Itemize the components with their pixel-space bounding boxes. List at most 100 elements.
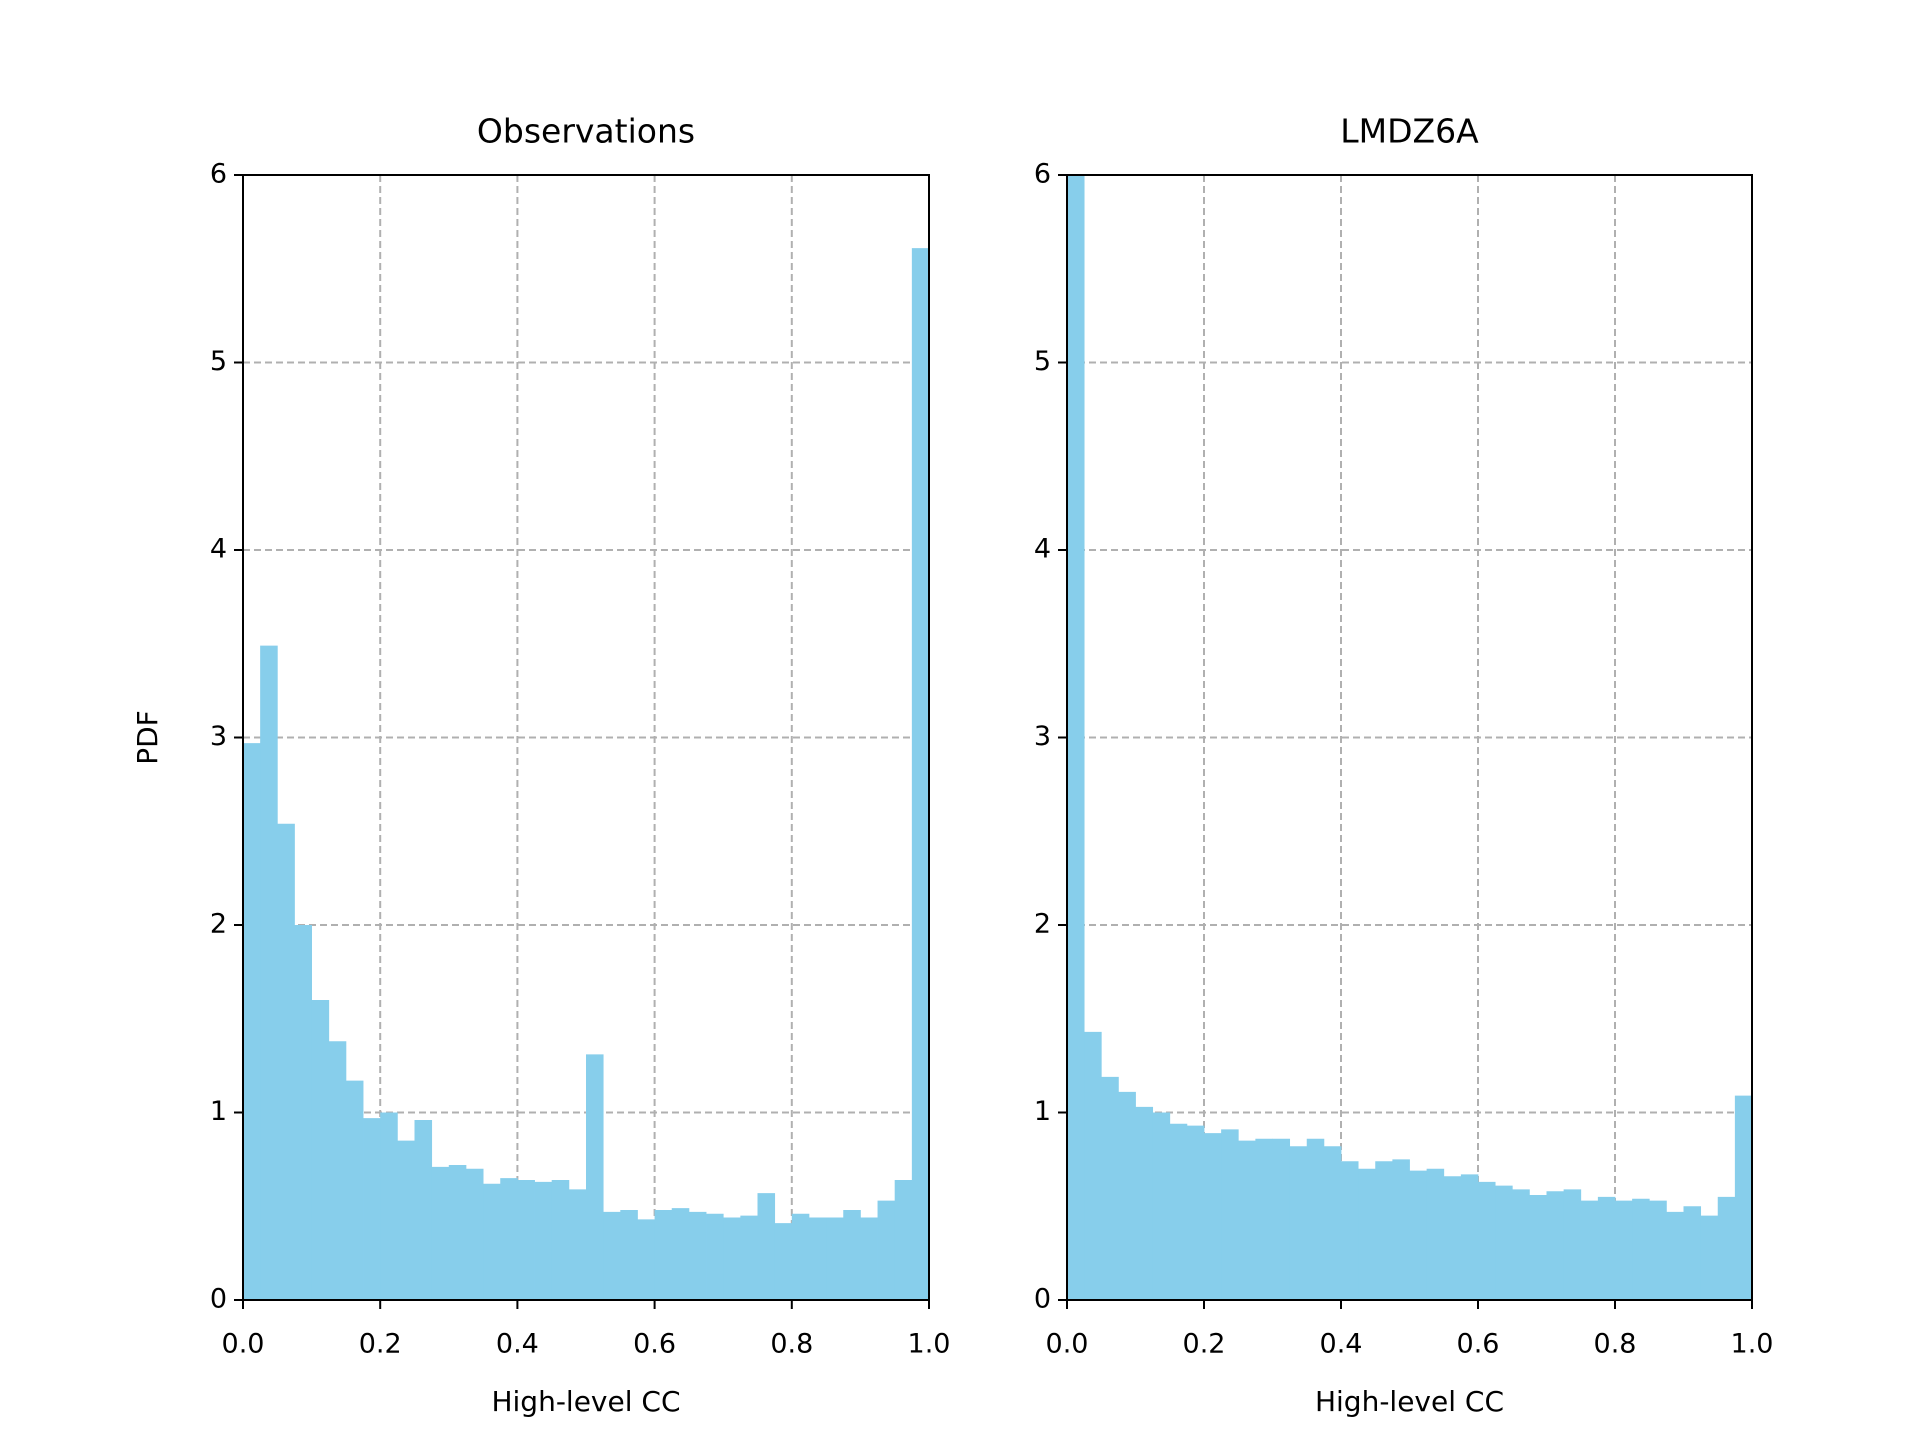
bar xyxy=(706,1213,724,1300)
bar xyxy=(1101,1076,1119,1300)
bar xyxy=(586,1054,604,1300)
bar xyxy=(294,925,312,1300)
bar xyxy=(363,1118,381,1300)
bar xyxy=(1118,1091,1136,1300)
bar xyxy=(1186,1125,1205,1300)
bar xyxy=(843,1210,861,1300)
panel: 0.0 0.2 0.4 0.6 0.8 1.0 0 1 2 3 4 5 6 LMDZ6A High-leve… xyxy=(1034,112,1774,1419)
bar xyxy=(1563,1189,1582,1300)
x-tick-label: 0.2 xyxy=(1183,1329,1226,1360)
bar xyxy=(1512,1189,1530,1300)
bar xyxy=(243,743,261,1300)
y-tick-label: 1 xyxy=(210,1096,227,1127)
bar xyxy=(1169,1123,1188,1300)
x-tick-label: 1.0 xyxy=(908,1329,951,1360)
x-tick-label: 0.6 xyxy=(633,1329,676,1360)
bar xyxy=(1529,1195,1547,1300)
bar xyxy=(500,1178,518,1300)
bar xyxy=(1067,175,1085,1300)
bar xyxy=(1358,1168,1376,1300)
bar xyxy=(877,1200,896,1300)
y-tick-label: 4 xyxy=(210,534,227,565)
x-tick-label: 0.2 xyxy=(359,1329,402,1360)
bar xyxy=(1135,1106,1154,1300)
bar xyxy=(603,1211,621,1300)
bar xyxy=(414,1120,433,1300)
y-tick-label: 0 xyxy=(1034,1284,1051,1315)
chart-title: Observations xyxy=(477,112,695,151)
bar xyxy=(1700,1215,1719,1300)
bar xyxy=(1306,1138,1325,1300)
bar xyxy=(1478,1181,1496,1300)
bar xyxy=(1546,1191,1565,1300)
bar xyxy=(1255,1138,1273,1300)
bar xyxy=(568,1189,587,1300)
bar xyxy=(1495,1185,1513,1300)
y-tick-label: 6 xyxy=(1034,159,1051,190)
bar xyxy=(1632,1198,1650,1300)
y-tick-label: 1 xyxy=(1034,1096,1051,1127)
bar xyxy=(1409,1170,1428,1300)
bar xyxy=(1597,1196,1616,1300)
y-tick-label: 3 xyxy=(210,721,227,752)
bar xyxy=(1683,1206,1702,1300)
x-tick-label: 0.0 xyxy=(1046,1329,1089,1360)
bar xyxy=(1717,1196,1736,1300)
x-tick-label: 0.4 xyxy=(496,1329,539,1360)
bar xyxy=(465,1168,484,1300)
y-tick-label: 2 xyxy=(1034,909,1051,940)
y-axis-label: PDF xyxy=(131,710,164,765)
bar xyxy=(1426,1168,1445,1300)
bar xyxy=(277,823,295,1300)
y-tick-label: 4 xyxy=(1034,534,1051,565)
bar xyxy=(1204,1133,1222,1300)
bar xyxy=(757,1193,776,1300)
bar xyxy=(551,1180,570,1300)
bar xyxy=(1460,1174,1479,1300)
bar xyxy=(311,1000,330,1300)
x-tick-label: 1.0 xyxy=(1731,1329,1774,1360)
bar xyxy=(380,1112,398,1300)
bar xyxy=(431,1166,450,1300)
bars xyxy=(243,248,929,1300)
bar xyxy=(397,1140,415,1300)
chart-title: LMDZ6A xyxy=(1340,112,1479,151)
y-tick-label: 2 xyxy=(210,909,227,940)
x-axis-label: High-level CC xyxy=(1315,1385,1504,1418)
bar xyxy=(826,1217,844,1300)
x-tick-label: 0.4 xyxy=(1320,1329,1363,1360)
bar xyxy=(894,1180,913,1300)
bar xyxy=(448,1165,467,1300)
bar xyxy=(1152,1112,1171,1300)
bar xyxy=(1666,1211,1684,1300)
bar xyxy=(1289,1146,1308,1300)
bars xyxy=(1067,175,1752,1300)
y-tick-label: 5 xyxy=(1034,346,1051,377)
bar xyxy=(671,1208,690,1300)
bar xyxy=(723,1217,741,1300)
bar xyxy=(1649,1200,1667,1300)
x-tick-label: 0.8 xyxy=(1594,1329,1637,1360)
bar xyxy=(1323,1146,1342,1300)
bar xyxy=(791,1213,810,1300)
bar xyxy=(517,1180,535,1300)
y-tick-label: 6 xyxy=(210,159,227,190)
bar xyxy=(483,1183,501,1300)
bar xyxy=(1272,1138,1291,1300)
y-tick-label: 3 xyxy=(1034,721,1051,752)
bar xyxy=(1221,1129,1239,1300)
bar xyxy=(260,645,278,1300)
bar xyxy=(1443,1176,1462,1300)
bar xyxy=(1615,1200,1633,1300)
bar xyxy=(911,248,929,1300)
x-tick-label: 0.8 xyxy=(770,1329,813,1360)
y-tick-label: 0 xyxy=(210,1284,227,1315)
bar xyxy=(740,1215,758,1300)
y-tick-label: 5 xyxy=(210,346,227,377)
bar xyxy=(654,1210,673,1300)
bar xyxy=(345,1080,364,1300)
bar xyxy=(860,1217,878,1300)
bar xyxy=(688,1211,707,1300)
bar xyxy=(1084,1031,1102,1300)
